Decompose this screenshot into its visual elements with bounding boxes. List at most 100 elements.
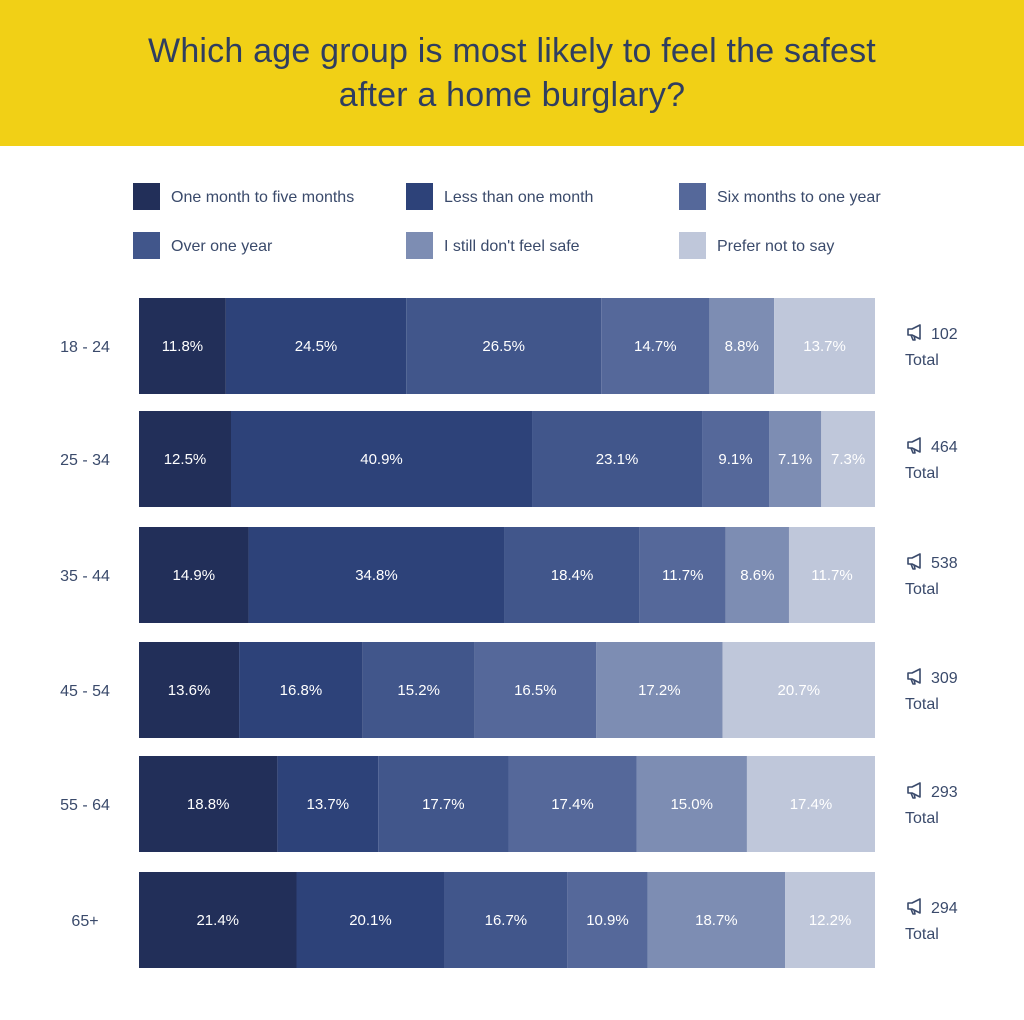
data-label: 11.8% — [162, 338, 203, 355]
data-label: 14.7% — [634, 338, 677, 355]
total-value: 102 — [931, 326, 958, 343]
data-label: 20.7% — [778, 682, 821, 699]
megaphone-icon — [907, 668, 921, 685]
category-label: 25 - 34 — [60, 452, 110, 469]
bar-segment — [821, 411, 875, 507]
total-label: Total — [905, 926, 939, 943]
legend-item: Less than one month — [406, 183, 593, 210]
data-label: 18.4% — [551, 567, 594, 584]
data-label: 18.7% — [695, 912, 738, 929]
category-label: 65+ — [71, 913, 98, 930]
category-label: 18 - 24 — [60, 339, 110, 356]
data-label: 12.5% — [164, 451, 207, 468]
data-label: 40.9% — [360, 451, 403, 468]
data-label: 12.2% — [809, 912, 852, 929]
bar-row: 21.4% 20.1% 16.7% 10.9% 18.7% 12.2% — [139, 872, 875, 968]
data-label: 11.7% — [811, 567, 852, 584]
bar-segment — [474, 642, 597, 738]
bar-segment — [378, 756, 509, 852]
total-group: 538 Total — [905, 553, 958, 598]
legend: One month to five months Less than one mo… — [133, 183, 881, 259]
bar-segment — [139, 411, 231, 507]
data-label: 14.9% — [173, 567, 216, 584]
bar-segment — [444, 872, 568, 968]
megaphone-icon — [907, 437, 921, 454]
megaphone-icon — [907, 553, 921, 570]
bar-segment — [239, 642, 363, 738]
bar-segment — [508, 756, 637, 852]
bar-segment — [702, 411, 770, 507]
data-label: 21.4% — [196, 912, 239, 929]
bar-segment — [722, 642, 875, 738]
total-group: 293 Total — [905, 782, 958, 827]
legend-item: One month to five months — [133, 183, 354, 210]
bar-segment — [406, 298, 602, 394]
bar-row: 13.6% 16.8% 15.2% 16.5% 17.2% 20.7% — [139, 642, 875, 738]
bar-segment — [636, 756, 747, 852]
data-label: 17.7% — [422, 796, 465, 813]
total-value: 294 — [931, 900, 958, 917]
bar-segment — [532, 411, 703, 507]
legend-swatch — [133, 232, 160, 259]
legend-item: Prefer not to say — [679, 232, 834, 259]
bar-segment — [139, 872, 297, 968]
data-label: 17.4% — [790, 796, 833, 813]
data-label: 8.6% — [740, 567, 774, 584]
data-label: 13.7% — [307, 796, 350, 813]
bar-segment — [785, 872, 875, 968]
megaphone-icon — [907, 782, 921, 799]
y-axis-labels: 18 - 24 25 - 34 35 - 44 45 - 54 55 - 64 65+ — [60, 339, 110, 930]
bar-segment — [769, 411, 822, 507]
legend-label: Over one year — [171, 238, 273, 255]
legend-item: I still don't feel safe — [406, 232, 580, 259]
legend-swatch — [133, 183, 160, 210]
data-label: 20.1% — [349, 912, 392, 929]
bar-segment — [277, 756, 379, 852]
category-label: 55 - 64 — [60, 797, 110, 814]
chart-title: Which age group is most likely to feel t… — [148, 32, 876, 114]
bar-segment — [601, 298, 710, 394]
legend-label: Prefer not to say — [717, 238, 834, 255]
data-label: 7.1% — [778, 451, 812, 468]
bar-segment — [139, 298, 226, 394]
bar-segment — [296, 872, 445, 968]
megaphone-icon — [907, 898, 921, 915]
data-label: 10.9% — [586, 912, 629, 929]
legend-swatch — [406, 183, 433, 210]
data-label: 16.5% — [514, 682, 557, 699]
total-group: 309 Total — [905, 668, 958, 713]
bar-segment — [231, 411, 533, 507]
bar-segment — [774, 298, 875, 394]
total-label: Total — [905, 696, 939, 713]
data-label: 23.1% — [596, 451, 639, 468]
title-banner: Which age group is most likely to feel t… — [0, 0, 1024, 146]
data-label: 15.2% — [397, 682, 440, 699]
totals: 102 Total 464 Total 538 Total 309 Total 293 Total… — [905, 324, 958, 943]
legend-swatch — [679, 183, 706, 210]
bar-row: 18.8% 13.7% 17.7% 17.4% 15.0% 17.4% — [139, 756, 875, 852]
category-label: 45 - 54 — [60, 683, 110, 700]
bar-segment — [139, 527, 249, 623]
bars: 11.8% 24.5% 26.5% 14.7% 8.8% 13.7% 12.5% 40.9% 2… — [139, 298, 875, 968]
legend-label: I still don't feel safe — [444, 238, 580, 255]
bar-segment — [504, 527, 640, 623]
total-label: Total — [905, 465, 939, 482]
legend-label: Six months to one year — [717, 189, 881, 206]
bar-row: 11.8% 24.5% 26.5% 14.7% 8.8% 13.7% — [139, 298, 875, 394]
megaphone-icon — [907, 324, 921, 341]
data-label: 34.8% — [355, 567, 398, 584]
total-value: 309 — [931, 670, 958, 687]
data-label: 17.2% — [638, 682, 681, 699]
data-label: 7.3% — [831, 451, 865, 468]
total-label: Total — [905, 810, 939, 827]
bar-segment — [567, 872, 648, 968]
bar-row: 12.5% 40.9% 23.1% 9.1% 7.1% 7.3% — [139, 411, 875, 507]
total-value: 293 — [931, 784, 958, 801]
bar-segment — [225, 298, 407, 394]
total-label: Total — [905, 581, 939, 598]
bar-segment — [746, 756, 875, 852]
data-label: 17.4% — [551, 796, 594, 813]
total-value: 464 — [931, 439, 958, 456]
data-label: 18.8% — [187, 796, 230, 813]
